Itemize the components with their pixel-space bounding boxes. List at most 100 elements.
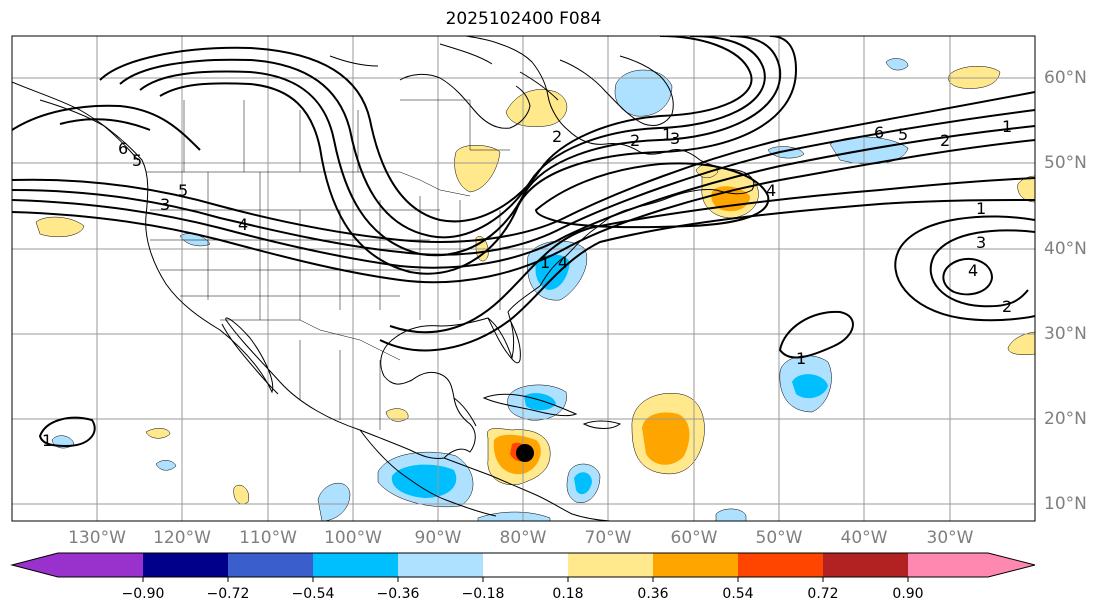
- positive-anomaly-region: [454, 145, 501, 193]
- longitude-label: 120°W: [153, 528, 211, 548]
- contour-label: 1: [540, 253, 550, 272]
- positive-anomaly-region: [1007, 331, 1035, 355]
- colorbar-tick-label: −0.36: [376, 586, 420, 602]
- latitude-label: 60°N: [1044, 68, 1087, 88]
- contour-line: [38, 416, 96, 448]
- contour-line: [778, 310, 854, 359]
- colorbar-segment: [143, 553, 228, 577]
- colorbar-tick-label: 0.18: [552, 586, 584, 602]
- negative-anomaly-region: [155, 460, 177, 471]
- contour-line: [389, 177, 1035, 334]
- colorbar-outline: [10, 552, 1036, 578]
- longitude-label: 80°W: [499, 528, 547, 548]
- colorbar-segment: [823, 553, 908, 577]
- colorbar-tick-label: −0.90: [121, 586, 165, 602]
- graticule: [12, 36, 1035, 521]
- longitude-label: 40°W: [840, 528, 888, 548]
- contour-label: 2: [630, 131, 640, 150]
- contour-label: 1: [796, 349, 806, 368]
- colorbar: [10, 552, 1036, 582]
- positive-anomaly-region: [145, 428, 171, 439]
- negative-anomaly-region: [317, 482, 351, 521]
- longitude-label: 30°W: [926, 528, 974, 548]
- latitude-label: 10°N: [1044, 494, 1087, 514]
- cuba: [482, 393, 578, 417]
- canadian-islands: [329, 43, 559, 101]
- contour-label: 1: [1002, 117, 1012, 136]
- coastlines: [12, 36, 755, 521]
- colorbar-segment: [568, 553, 653, 577]
- florida: [487, 317, 521, 364]
- anomaly-shading: [35, 58, 1035, 521]
- contour-line: [12, 139, 1035, 284]
- colorbar-segment: [398, 553, 483, 577]
- colorbar-tick-label: 0.54: [722, 586, 754, 602]
- contour-line: [99, 36, 753, 223]
- contour-label: 2: [940, 131, 950, 150]
- negative-anomaly-region: [715, 508, 747, 521]
- contour-line: [139, 36, 782, 257]
- contour-line: [159, 36, 798, 275]
- contour-line: [12, 91, 1035, 243]
- contour-label: 4: [558, 253, 568, 272]
- longitude-label: 100°W: [324, 528, 382, 548]
- contour-label: 5: [132, 151, 142, 170]
- north-america-west-coast: [12, 81, 445, 459]
- contour-label: 3: [160, 195, 170, 214]
- contour-label: 3: [670, 129, 680, 148]
- contour-line: [929, 229, 1035, 308]
- alaska-panhandle: [39, 99, 139, 161]
- negative-anomaly-region: [524, 393, 556, 411]
- longitude-label: 70°W: [584, 528, 632, 548]
- contour-label: 5: [898, 125, 908, 144]
- latitude-label: 30°N: [1044, 324, 1087, 344]
- negative-anomaly-region: [792, 374, 828, 399]
- colorbar-tick-label: 0.72: [807, 586, 839, 602]
- contour-label: 4: [238, 215, 248, 234]
- colorbar-tick-label: 0.90: [892, 586, 924, 602]
- longitude-label: 90°W: [414, 528, 462, 548]
- latitude-label: 50°N: [1044, 153, 1087, 173]
- colorbar-segment: [908, 553, 988, 577]
- colorbar-tick-label: −0.72: [206, 586, 250, 602]
- contour-label: 2: [1002, 297, 1012, 316]
- central-america-pacific-coast: [359, 429, 497, 517]
- colorbar-segment: [313, 553, 398, 577]
- contour-line: [12, 109, 1035, 256]
- positive-anomaly-region: [233, 484, 250, 505]
- labrador-coast: [559, 55, 674, 127]
- colorbar-tick-label: −0.18: [461, 586, 505, 602]
- map-title: 2025102400 F084: [445, 9, 602, 29]
- contour-lines: [12, 36, 1035, 448]
- hudson-bay-coast: [399, 73, 531, 129]
- colorbar-tick-label: −0.54: [291, 586, 335, 602]
- contour-label: 6: [874, 123, 884, 142]
- negative-anomaly-region: [477, 511, 551, 521]
- storm-marker: [516, 444, 534, 462]
- map-frame: [11, 35, 1036, 522]
- contour-label: 6: [118, 139, 128, 158]
- yucatan: [453, 397, 477, 427]
- negative-anomaly-region: [885, 58, 909, 71]
- gulf-of-mexico-coast: [380, 285, 541, 459]
- colorbar-segment: [58, 553, 143, 577]
- contour-label: 4: [766, 181, 776, 200]
- negative-anomaly-region: [391, 464, 457, 498]
- longitude-label: 50°W: [755, 528, 803, 548]
- colorbar-extend-low: [12, 553, 58, 577]
- negative-anomaly-region: [535, 254, 570, 290]
- contour-line: [119, 36, 766, 239]
- contour-line: [379, 199, 1035, 352]
- positive-anomaly-region: [35, 216, 85, 237]
- central-america-coast: [443, 457, 611, 521]
- negative-anomaly-region: [574, 472, 592, 495]
- colorbar-extend-high: [988, 553, 1035, 577]
- longitude-label: 110°W: [239, 528, 297, 548]
- contour-label: 1: [42, 431, 52, 450]
- contour-label: 1: [662, 125, 672, 144]
- contour-label: 4: [968, 261, 978, 280]
- contour-line: [534, 162, 770, 229]
- contour-label: 1: [976, 199, 986, 218]
- contour-label-group: 6 5 4 3 2 1 4 3 2 1 6 5 2 1 1 3 4 2 1 1 …: [42, 117, 1012, 450]
